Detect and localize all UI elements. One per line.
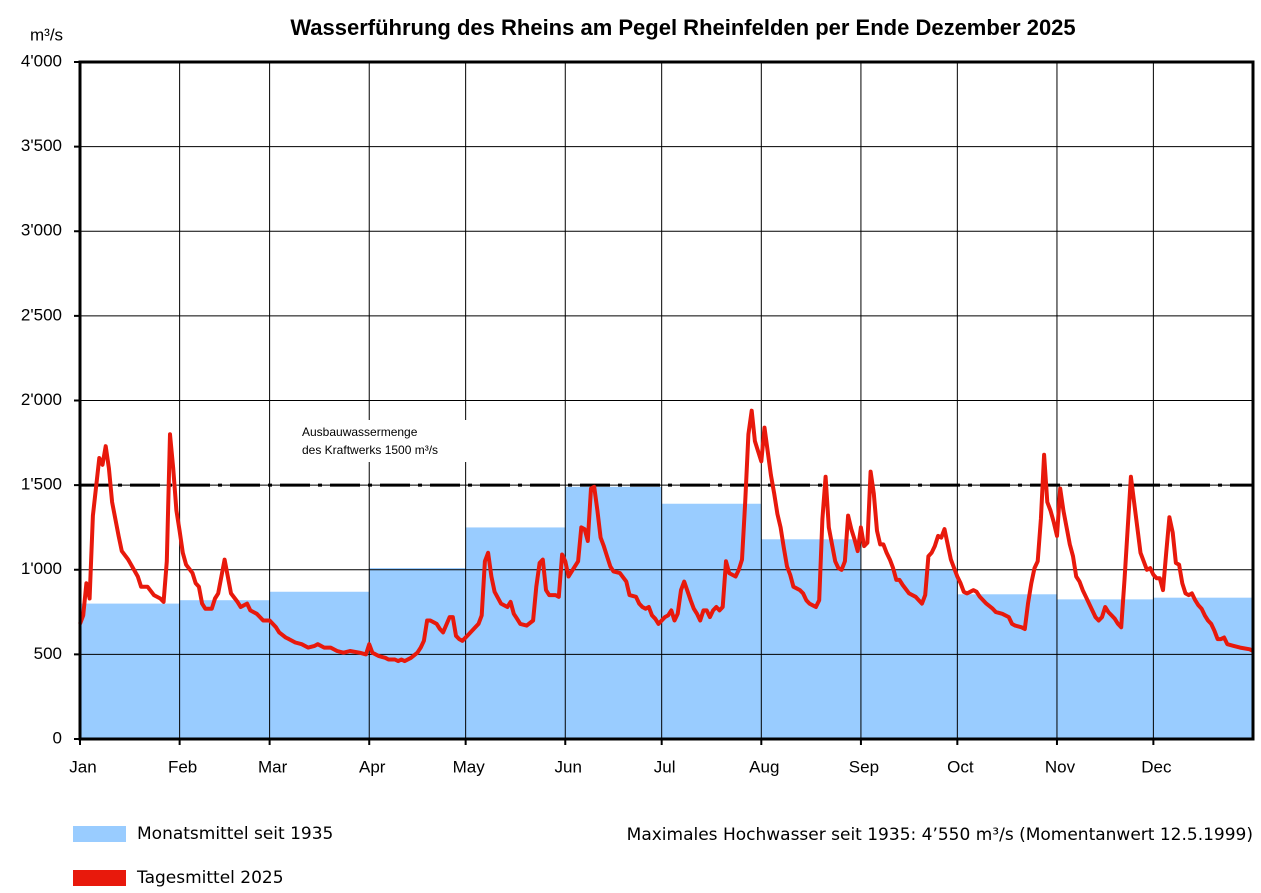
y-tick-label: 0 bbox=[53, 728, 62, 747]
x-tick-label: Mar bbox=[258, 757, 288, 776]
legend-swatch bbox=[73, 826, 126, 842]
x-tick-label: Jan bbox=[69, 757, 96, 776]
chart-title: Wasserführung des Rheins am Pegel Rheinf… bbox=[290, 15, 1075, 40]
monthly-mean-bar bbox=[1153, 597, 1253, 739]
monthly-mean-bar bbox=[565, 486, 662, 739]
note: Maximales Hochwasser seit 1935: 4’550 m³… bbox=[627, 825, 1253, 845]
annotation-box bbox=[296, 420, 474, 462]
y-tick-label: 2'500 bbox=[21, 305, 62, 324]
x-tick-label: May bbox=[453, 757, 486, 776]
y-tick-label: 3'000 bbox=[21, 221, 62, 240]
x-tick-label: Feb bbox=[168, 757, 197, 776]
plot-frame bbox=[78, 60, 1255, 741]
daily-line bbox=[78, 408, 1254, 664]
legend-label: Tagesmittel 2025 bbox=[136, 868, 284, 888]
monthly-mean-bar bbox=[661, 503, 762, 739]
legend-label: Monatsmittel seit 1935 bbox=[137, 824, 333, 844]
x-tick-label: Nov bbox=[1045, 757, 1076, 776]
y-tick-label: 3'500 bbox=[21, 136, 62, 155]
y-tick-label: 1'000 bbox=[21, 559, 62, 578]
monthly-mean-bar bbox=[269, 591, 370, 739]
annotation-text: des Kraftwerks 1500 m³/s bbox=[302, 443, 438, 457]
x-tick-label: Apr bbox=[359, 757, 386, 776]
annotation-text: Ausbauwassermenge bbox=[302, 425, 418, 439]
y-tick-label: 1'500 bbox=[21, 475, 62, 494]
monthly-mean-bar bbox=[80, 603, 180, 739]
x-tick-label: Dec bbox=[1141, 757, 1172, 776]
x-tick-label: Aug bbox=[749, 757, 779, 776]
monthly-mean-bar bbox=[1056, 599, 1154, 739]
monthly-mean-bar bbox=[179, 600, 270, 739]
monthly-mean-bar bbox=[465, 527, 566, 739]
x-tick-label: Oct bbox=[947, 757, 974, 776]
legend-swatch bbox=[73, 870, 126, 886]
y-tick-label: 4'000 bbox=[21, 51, 62, 70]
y-tick-label: 2'000 bbox=[21, 390, 62, 409]
monthly-mean-bar bbox=[761, 539, 861, 739]
x-tick-label: Sep bbox=[849, 757, 879, 776]
x-tick-label: Jun bbox=[555, 757, 582, 776]
plot-area: 0 500 1'000 1'500 2'000 2'500 3'000 3'500 4'000 J… bbox=[21, 51, 1254, 776]
y-axis-unit: m³/s bbox=[30, 25, 63, 44]
y-tick-label: 500 bbox=[34, 644, 62, 663]
x-tick-label: Jul bbox=[654, 757, 676, 776]
